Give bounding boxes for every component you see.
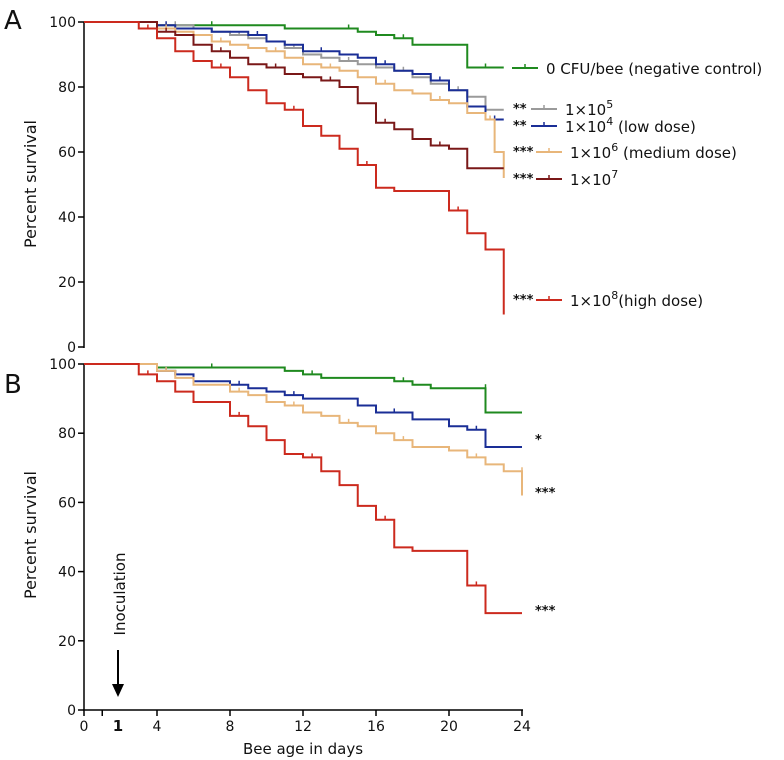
panel-b-y-ticks: 0 20 40 60 80 100	[49, 357, 84, 719]
legend-item: *** 1×108(high dose)	[513, 289, 703, 310]
y-tick-label: 20	[58, 275, 76, 291]
panel-b-x-ticks: 0 4 8 12 16 20 24	[80, 710, 531, 735]
legend-label-exponent: 6	[611, 141, 618, 154]
legend-item: 0 CFU/bee (negative control)	[512, 60, 762, 78]
inoculation-arrow-head	[112, 684, 124, 697]
legend-label-exponent: 7	[611, 168, 618, 181]
significance-label: ***	[535, 486, 556, 501]
survival-line-series-2	[84, 21, 504, 121]
panel-b-significance: *******	[535, 433, 556, 619]
x-tick-label: 16	[367, 719, 385, 735]
legend-significance: ***	[513, 293, 534, 308]
legend-label-base: 1×10	[570, 292, 611, 310]
survival-line-series-5	[84, 21, 505, 315]
legend-significance: ***	[513, 145, 534, 160]
legend-label-base: 1×10	[570, 171, 611, 189]
legend-label-suffix: (medium dose)	[618, 144, 737, 162]
y-tick-label: 80	[58, 426, 76, 442]
legend-label: 1×108(high dose)	[570, 289, 703, 310]
panel-b-series	[84, 363, 523, 615]
y-tick-label: 40	[58, 565, 76, 581]
legend-label-exponent: 5	[606, 98, 613, 111]
panel-b-xlabel: Bee age in days	[243, 740, 363, 758]
x-tick-label: 12	[294, 719, 312, 735]
y-tick-label: 20	[58, 634, 76, 650]
y-tick-label: 60	[58, 145, 76, 161]
legend-significance: ***	[513, 172, 534, 187]
survival-line-series-1	[84, 21, 504, 111]
panel-label-b: B	[4, 370, 22, 400]
significance-label: ***	[535, 604, 556, 619]
inoculation-label: Inoculation	[111, 553, 129, 636]
legend-significance: **	[513, 119, 527, 134]
legend-label-suffix: (high dose)	[618, 292, 703, 310]
legend-label-base: 1×10	[570, 144, 611, 162]
y-tick-label: 80	[58, 80, 76, 96]
x-tick-label: 8	[226, 719, 235, 735]
legend-item: ** 1×105	[513, 98, 613, 119]
legend-label-base: 0 CFU/bee (negative control)	[546, 60, 762, 78]
legend-label: 1×107	[570, 168, 618, 189]
panel-label-a: A	[4, 6, 22, 36]
inoculation-day-tick: 1	[113, 717, 123, 735]
x-tick-label: 4	[153, 719, 162, 735]
legend-label-exponent: 4	[606, 115, 613, 128]
survival-line-series-0	[84, 363, 522, 414]
legend-significance: **	[513, 102, 527, 117]
x-tick-label: 0	[80, 719, 89, 735]
survival-line-series-3	[84, 363, 522, 615]
legend-item: ** 1×104 (low dose)	[513, 115, 696, 136]
y-tick-label: 60	[58, 495, 76, 511]
panel-a-y-ticks: 0 20 40 60 80 100	[49, 15, 84, 356]
legend-label-exponent: 8	[611, 289, 618, 302]
legend-label: 0 CFU/bee (negative control)	[546, 60, 762, 78]
y-tick-label: 100	[49, 357, 76, 373]
panel-b-ylabel: Percent survival	[21, 471, 40, 599]
panel-a-legend: 0 CFU/bee (negative control)** 1×105** 1×1…	[512, 60, 762, 310]
legend-label-base: 1×10	[565, 118, 606, 136]
y-tick-label: 100	[49, 15, 76, 31]
legend-item: *** 1×106 (medium dose)	[513, 141, 737, 162]
legend-label: 1×105	[565, 98, 613, 119]
survival-line-series-2	[84, 363, 523, 496]
legend-label: 1×104 (low dose)	[565, 115, 696, 136]
significance-label: *	[535, 433, 542, 448]
legend-label-base: 1×10	[565, 101, 606, 119]
survival-line-series-4	[84, 21, 504, 170]
legend-label: 1×106 (medium dose)	[570, 141, 737, 162]
y-tick-label: 40	[58, 210, 76, 226]
x-tick-label: 24	[513, 719, 531, 735]
panel-a-ylabel: Percent survival	[21, 120, 40, 248]
y-tick-label: 0	[67, 340, 76, 356]
panel-a-series	[84, 21, 505, 315]
legend-item: *** 1×107	[513, 168, 618, 189]
y-tick-label: 0	[67, 703, 76, 719]
x-tick-label: 20	[440, 719, 458, 735]
legend-label-suffix: (low dose)	[613, 118, 696, 136]
